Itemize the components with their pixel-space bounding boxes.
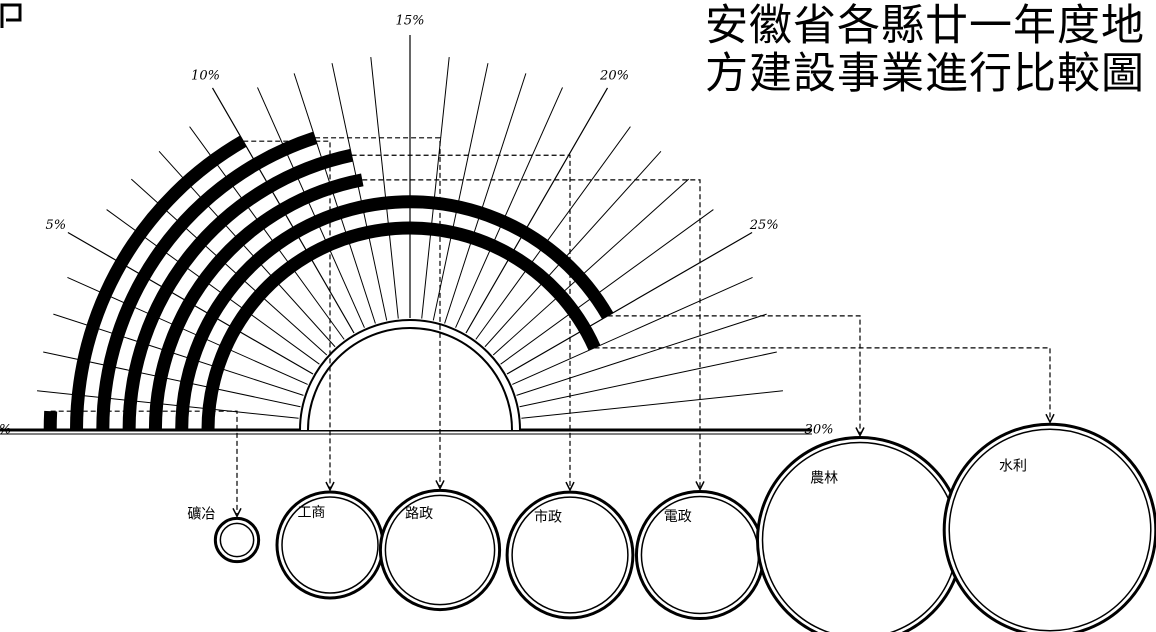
category-label: 市政 (534, 508, 562, 525)
category-circle (275, 490, 385, 600)
category-label: 工商 (297, 505, 325, 521)
tick-label: 20% (599, 68, 629, 83)
grid-line (475, 126, 631, 340)
connector (315, 137, 441, 487)
dome (307, 327, 513, 431)
arrow-head (325, 481, 335, 492)
bar (96, 131, 318, 431)
bar (201, 221, 601, 431)
category-circle-inner (511, 496, 629, 614)
category-label: 水利 (999, 459, 1027, 475)
bar (148, 173, 364, 431)
grid-line (512, 277, 753, 385)
category-circle (942, 422, 1156, 632)
grid-line (370, 57, 399, 319)
tick-label: 10% (191, 68, 220, 83)
category-circle-inner (219, 522, 255, 558)
frame-corner (0, 3, 22, 28)
category-circle (756, 436, 964, 632)
grid-line (444, 73, 527, 324)
arrow-head (565, 481, 575, 492)
category-circle-inner (281, 496, 379, 594)
category-label: 礦冶 (187, 505, 215, 522)
dome (299, 319, 521, 431)
category-circle (378, 488, 502, 612)
chart-title: 安徽省各縣廿一年度地方建設事業進行比較圖 (705, 1, 1145, 99)
arrow-head (695, 481, 705, 492)
category-label: 農林 (810, 471, 838, 487)
grid-line (293, 73, 376, 324)
category-circle (213, 516, 261, 564)
connector (607, 315, 861, 434)
bar (122, 148, 353, 431)
bar (70, 135, 247, 431)
grid-line (484, 150, 662, 348)
category-circle (505, 490, 635, 620)
tick-line (506, 231, 753, 375)
arrow-head (232, 508, 242, 519)
tick-label: 5% (45, 218, 66, 233)
connector (594, 347, 1051, 421)
grid-line (500, 209, 714, 365)
tick-line (465, 87, 609, 334)
connector (243, 140, 331, 488)
grid-line (257, 87, 365, 328)
category-label: 路政 (405, 506, 433, 522)
category-circle-inner (384, 494, 496, 606)
grid-line (521, 390, 783, 419)
grid-line (516, 313, 767, 396)
grid-line (331, 63, 388, 321)
grid-line (519, 351, 777, 408)
connector (362, 179, 701, 488)
grid-line (492, 178, 690, 356)
connector (351, 154, 571, 489)
connector (50, 410, 238, 515)
grid-line (455, 87, 563, 328)
arrow-head (1045, 413, 1055, 424)
grid-line (421, 57, 450, 319)
tick-label: 25% (749, 218, 779, 233)
category-circle-inner (948, 428, 1152, 632)
tick-label: 15% (396, 14, 425, 29)
category-circle (634, 489, 766, 621)
grid-line (432, 63, 489, 321)
category-label: 電政 (664, 509, 692, 525)
bar (175, 195, 614, 431)
arrow-head (855, 427, 865, 438)
arrow-head (435, 480, 445, 491)
